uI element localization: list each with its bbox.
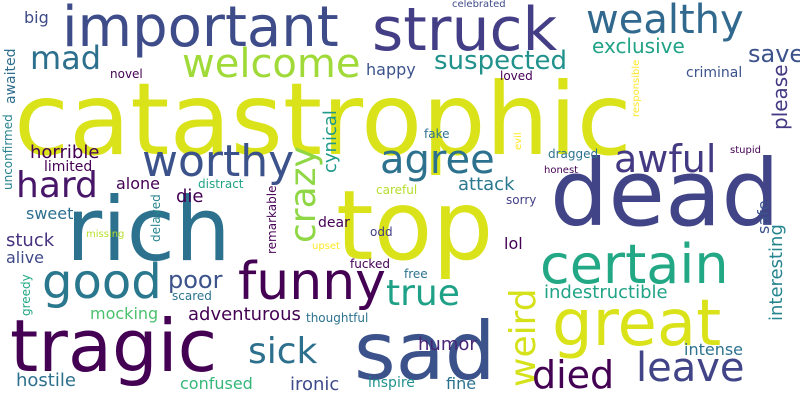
word-adventurous: adventurous <box>188 304 301 325</box>
word-sad: sad <box>354 305 496 398</box>
word-distract: distract <box>198 177 244 191</box>
word-confused: confused <box>180 374 253 393</box>
word-free: free <box>404 267 428 281</box>
word-poor: poor <box>168 266 223 294</box>
word-remarkable: remarkable <box>265 185 279 254</box>
word-interesting: interesting <box>766 224 787 321</box>
word-honest: honest <box>544 165 579 176</box>
word-evil: evil <box>513 132 524 150</box>
word-mocking: mocking <box>90 304 159 323</box>
word-worthy: worthy <box>142 136 295 187</box>
word-awaited: awaited <box>3 48 19 105</box>
word-missing: missing <box>86 229 125 240</box>
word-awful: awful <box>614 137 717 181</box>
word-great: great <box>552 287 722 361</box>
word-odd: odd <box>370 225 393 239</box>
word-exclusive: exclusive <box>592 34 685 58</box>
word-cynical: cynical <box>320 110 341 173</box>
word-agree: agree <box>380 137 495 183</box>
word-limited: limited <box>44 159 93 175</box>
word-big: big <box>24 8 49 27</box>
word-important: important <box>62 0 339 60</box>
word-greedy: greedy <box>19 274 33 316</box>
word-please: please <box>768 64 792 130</box>
word-funny: funny <box>238 252 386 312</box>
word-true: true <box>386 273 460 314</box>
word-fucked: fucked <box>350 257 390 271</box>
word-inspire: inspire <box>368 375 415 391</box>
word-hostile: hostile <box>16 370 76 391</box>
word-dead: dead <box>550 140 780 247</box>
word-top: top <box>336 170 494 282</box>
word-crazy: crazy <box>283 146 324 243</box>
word-save: save <box>748 40 800 68</box>
word-mad: mad <box>30 39 102 77</box>
word-stuck: stuck <box>6 230 55 251</box>
word-dragged: dragged <box>548 147 599 161</box>
word-ironic: ironic <box>290 374 340 395</box>
word-die: die <box>176 186 204 207</box>
word-struck: struck <box>372 0 558 65</box>
word-wealthy: wealthy <box>586 0 744 43</box>
word-catastrophic: catastrophic <box>14 61 632 178</box>
word-criminal: criminal <box>686 65 743 81</box>
word-lol: lol <box>504 234 523 253</box>
word-celebrated: celebrated <box>452 0 506 10</box>
word-rich: rich <box>66 178 231 281</box>
word-sick: sick <box>248 331 318 372</box>
word-unconfirmed: unconfirmed <box>1 114 15 190</box>
word-alone: alone <box>116 174 161 193</box>
word-suspected: suspected <box>434 46 568 76</box>
word-certain: certain <box>540 233 729 296</box>
word-responsible: responsible <box>631 59 642 117</box>
word-delayed: delayed <box>149 194 163 242</box>
word-dear: dear <box>318 215 350 231</box>
word-leave: leave <box>636 345 745 391</box>
word-loved: loved <box>500 69 533 83</box>
word-humor: humor <box>418 334 477 355</box>
word-sweet: sweet <box>26 204 74 223</box>
word-died: died <box>532 353 615 397</box>
word-sorry: sorry <box>506 193 537 207</box>
word-welcome: welcome <box>182 41 361 87</box>
word-intense: intense <box>684 340 744 359</box>
word-horrible: horrible <box>30 142 100 163</box>
word-thoughtful: thoughtful <box>306 311 369 325</box>
word-good: good <box>42 254 162 310</box>
word-happy: happy <box>366 60 416 79</box>
word-fine: fine <box>446 374 477 393</box>
word-hard: hard <box>16 165 98 206</box>
word-upset: upset <box>312 241 340 252</box>
word-fake: fake <box>424 127 450 141</box>
word-alive: alive <box>6 248 45 267</box>
word-tragic: tragic <box>10 304 218 388</box>
word-indestructible: indestructible <box>544 282 668 303</box>
word-careful: careful <box>376 183 418 197</box>
word-safe: safe <box>754 200 773 234</box>
word-novel: novel <box>110 67 143 81</box>
word-attack: attack <box>458 174 515 195</box>
word-stupid: stupid <box>730 145 761 156</box>
word-scared: scared <box>172 289 212 303</box>
